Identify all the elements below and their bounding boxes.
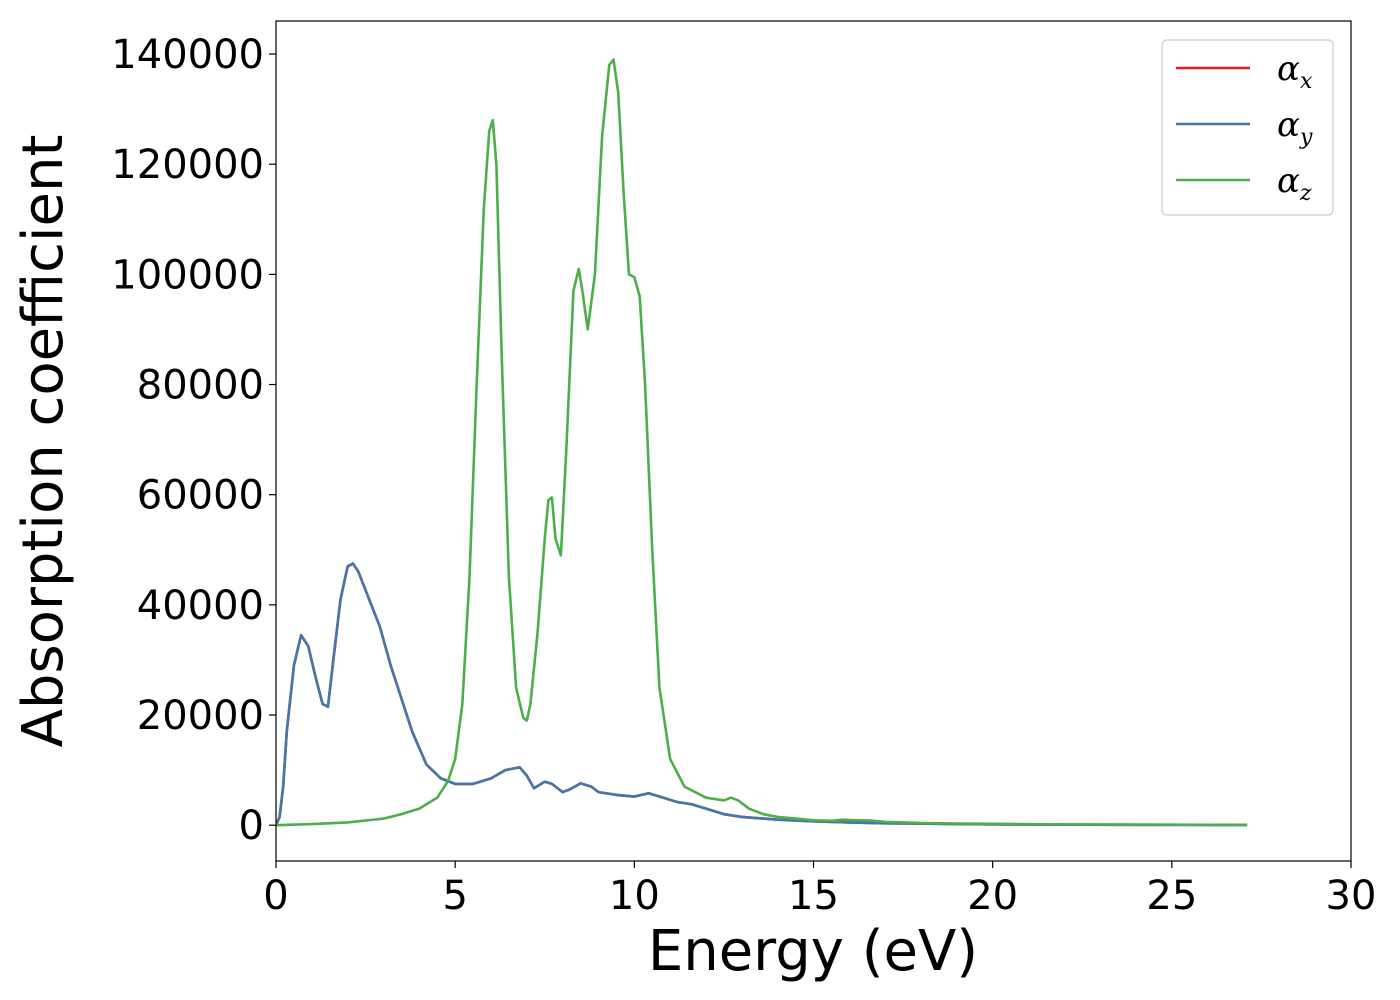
y-tick-label: 80000 [137, 363, 264, 409]
series-layer [276, 58, 1248, 827]
y-tick-label: 40000 [137, 583, 264, 629]
y-tick-label: 60000 [137, 473, 264, 519]
y-tick-label: 0 [239, 803, 264, 849]
x-axis-title: Energy (eV) [648, 919, 978, 984]
y-tick-label: 120000 [111, 142, 264, 188]
x-axis: 0 5 10 15 20 25 30 [263, 861, 1376, 919]
y-tick-label: 20000 [137, 693, 264, 739]
x-tick-label: 20 [967, 873, 1018, 919]
x-tick-label: 25 [1146, 873, 1197, 919]
x-tick-label: 10 [609, 873, 660, 919]
x-tick-label: 30 [1326, 873, 1377, 919]
x-tick-label: 5 [442, 873, 467, 919]
series-line-y [276, 562, 1248, 827]
x-tick-label: 0 [263, 873, 288, 919]
legend-box [1161, 39, 1334, 216]
y-tick-label: 140000 [111, 32, 264, 78]
x-tick-label: 15 [788, 873, 839, 919]
y-tick-label: 100000 [111, 252, 264, 298]
series-line-z [276, 58, 1248, 827]
y-axis: 0 20000 40000 60000 80000 100000 120000 140000 [111, 32, 276, 849]
y-axis-title: Absorption coefficient [11, 135, 76, 748]
